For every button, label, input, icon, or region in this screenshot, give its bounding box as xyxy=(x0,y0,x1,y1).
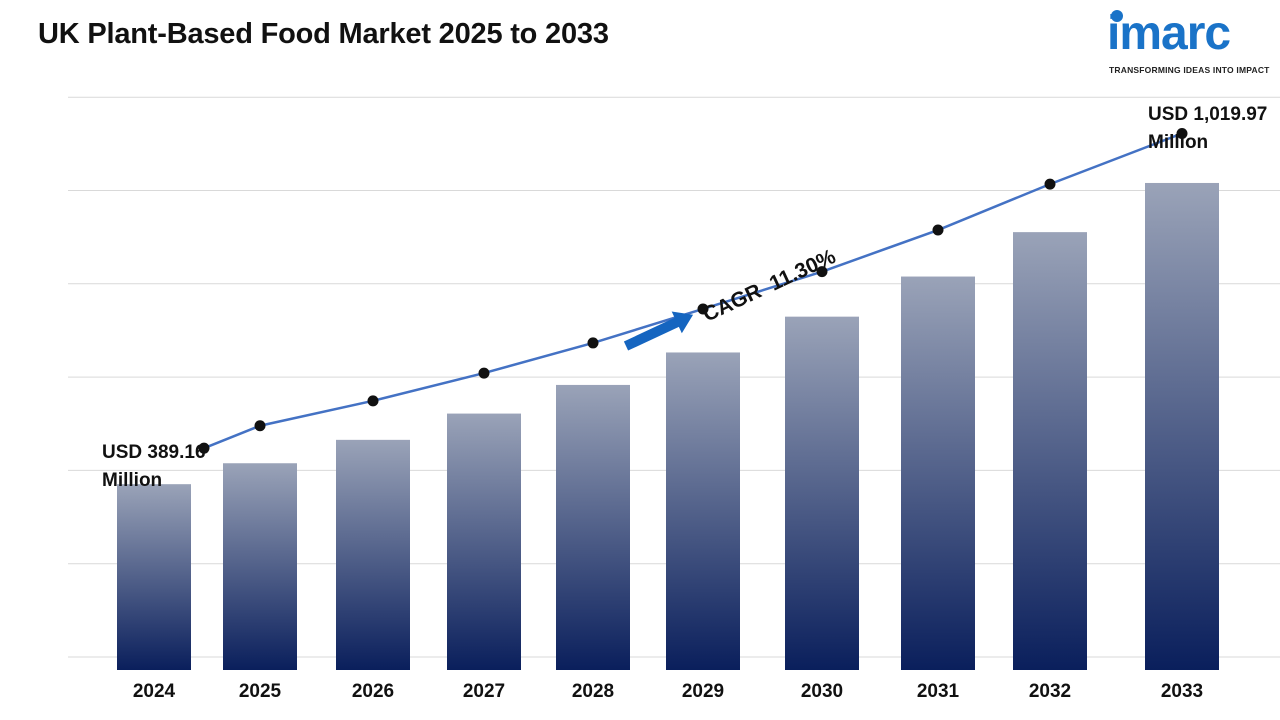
bar-2030 xyxy=(785,316,859,670)
x-tick-label: 2030 xyxy=(801,681,843,702)
bars xyxy=(117,182,1219,670)
imarc-logo: imarc TRANSFORMING IDEAS INTO IMPACT xyxy=(1105,4,1275,76)
x-tick-label: 2033 xyxy=(1161,681,1203,702)
bar-2024 xyxy=(117,484,191,670)
trend-polyline xyxy=(203,132,1183,450)
bar-2032 xyxy=(1013,232,1087,670)
end-value-callout: USD 1,019.97 Million xyxy=(1148,101,1267,157)
logo-tagline: TRANSFORMING IDEAS INTO IMPACT xyxy=(1109,65,1270,75)
trend-point-2024 xyxy=(198,442,210,454)
x-tick-label: 2032 xyxy=(1029,681,1071,702)
trend-point-2031 xyxy=(932,224,944,236)
bar-2025 xyxy=(223,463,297,670)
bar-2033 xyxy=(1145,182,1219,670)
x-tick-label: 2028 xyxy=(572,681,614,702)
trend-point-2032 xyxy=(1044,178,1056,190)
page-title: UK Plant-Based Food Market 2025 to 2033 xyxy=(38,18,609,50)
logo-wordmark: imarc xyxy=(1107,7,1231,60)
trend-point-2029 xyxy=(697,303,709,315)
end-unit: Million xyxy=(1148,132,1209,153)
logo-dot-icon xyxy=(1111,10,1123,22)
trend-point-2027 xyxy=(478,367,490,379)
cagr-label: CAGR 11.30% xyxy=(699,245,839,327)
x-tick-label: 2027 xyxy=(463,681,505,702)
trend-point-2030 xyxy=(816,266,828,278)
start-value: USD 389.16 xyxy=(102,442,206,463)
bar-2028 xyxy=(556,384,630,670)
x-axis-labels: 2024 2025 2026 2027 2028 2029 2030 2031 2032 2033 xyxy=(133,681,1203,702)
trend-point-2026 xyxy=(367,395,379,407)
bar-2027 xyxy=(447,413,521,670)
x-tick-label: 2026 xyxy=(352,681,394,702)
x-tick-label: 2025 xyxy=(239,681,282,702)
trend-line xyxy=(198,127,1188,454)
bar-2026 xyxy=(336,439,410,670)
trend-point-2028 xyxy=(587,337,599,349)
bar-2031 xyxy=(901,276,975,670)
start-unit: Million xyxy=(102,470,163,491)
start-value-callout: USD 389.16 Million xyxy=(102,439,206,495)
x-tick-label: 2024 xyxy=(133,681,176,702)
x-tick-label: 2031 xyxy=(917,681,960,702)
end-value: USD 1,019.97 xyxy=(1148,104,1268,125)
cagr-arrow-icon xyxy=(623,311,694,351)
x-tick-label: 2029 xyxy=(682,681,724,702)
trend-point-2033 xyxy=(1176,127,1188,139)
trend-point-2025 xyxy=(254,420,266,432)
bar-2029 xyxy=(666,352,740,670)
